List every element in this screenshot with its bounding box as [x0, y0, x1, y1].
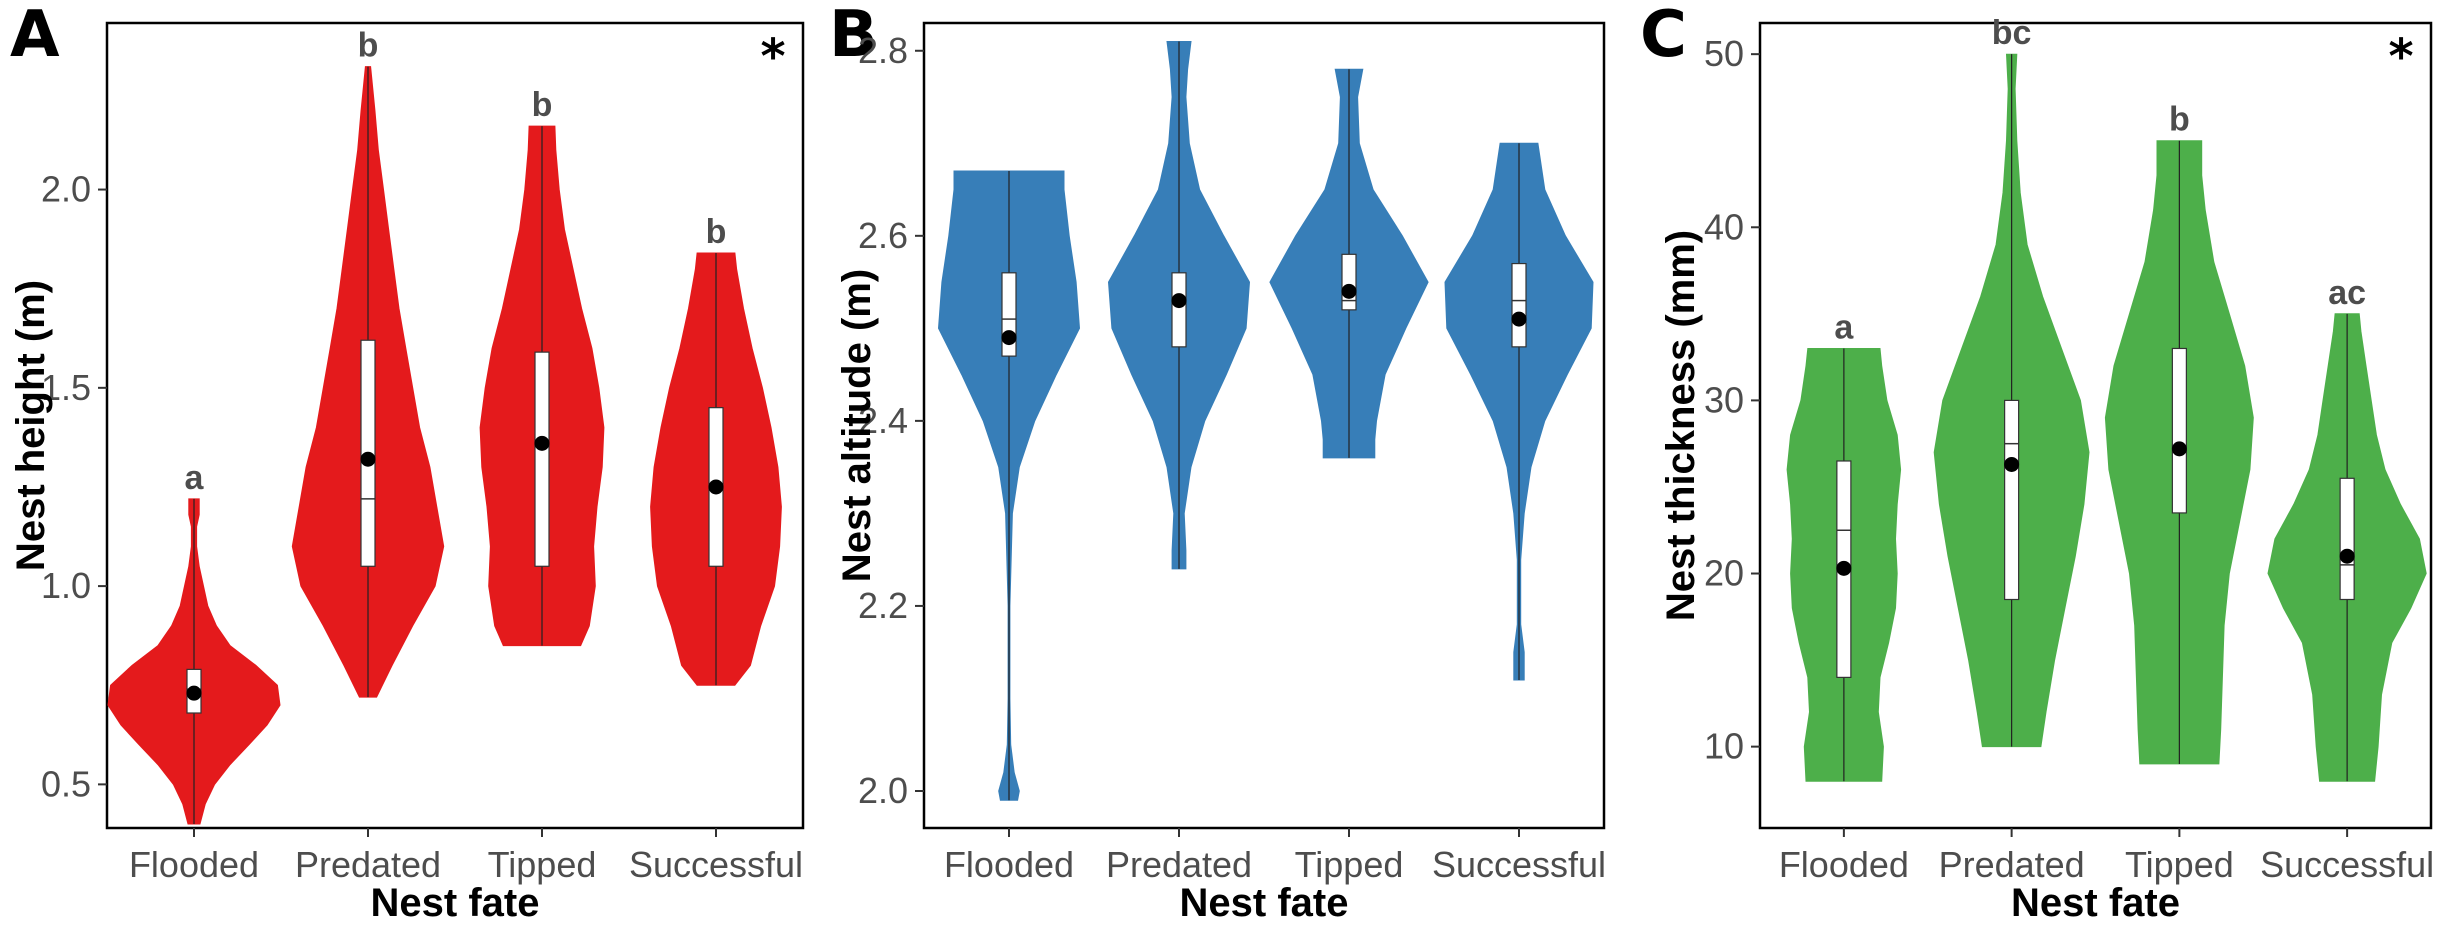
x-tick-label: Tipped — [488, 844, 597, 885]
y-tick-label: 2.4 — [858, 400, 908, 441]
iqr-box — [534, 351, 550, 567]
mean-point — [2339, 548, 2355, 564]
mean-point — [360, 451, 376, 467]
x-tick-label: Flooded — [129, 844, 259, 885]
panel-b: B 2.0 2.2 2.4 2.6 2.8 Nest altitude (m) Nest fa… — [829, 0, 1606, 925]
plot-frame — [105, 21, 805, 830]
iqr-box — [1341, 253, 1357, 311]
significance-letter: b — [2169, 101, 2190, 139]
panel-label: B — [829, 0, 878, 72]
significance-star: * — [760, 29, 785, 85]
iqr-box — [1171, 272, 1187, 348]
mean-point — [1836, 560, 1852, 576]
x-tick-label: Tipped — [2125, 844, 2234, 885]
y-tick-label: 10 — [1704, 726, 1744, 767]
y-tick-label: 2.2 — [858, 585, 908, 626]
x-tick-label: Flooded — [1779, 844, 1909, 885]
significance-letter: b — [706, 213, 727, 251]
mean-point — [186, 685, 202, 701]
mean-point — [2004, 456, 2020, 472]
mean-point — [1171, 293, 1187, 309]
y-tick-label: 20 — [1704, 553, 1744, 594]
y-tick-label: 0.5 — [41, 763, 91, 804]
significance-star: * — [2388, 29, 2413, 85]
panel-label: A — [10, 0, 60, 72]
x-tick-label: Successful — [629, 844, 803, 885]
mean-point — [708, 479, 724, 495]
x-tick-label: Predated — [1939, 844, 2085, 885]
iqr-box — [2004, 399, 2020, 601]
y-axis-title: Nest height (m) — [9, 280, 53, 571]
y-axis-title: Nest altitude (m) — [835, 269, 879, 582]
x-axis-title: Nest fate — [2011, 881, 2180, 925]
y-tick-label: 2.0 — [41, 169, 91, 210]
mean-point — [1001, 330, 1017, 346]
significance-letter: bc — [1992, 14, 2032, 52]
mean-point — [1511, 311, 1527, 327]
mean-point — [1341, 283, 1357, 299]
significance-letter: b — [358, 27, 379, 65]
x-tick-label: Flooded — [944, 844, 1074, 885]
panel-label: C — [1640, 0, 1687, 72]
x-tick-label: Successful — [2260, 844, 2434, 885]
y-tick-label: 50 — [1704, 33, 1744, 74]
significance-letter: b — [532, 86, 553, 124]
significance-letter: a — [1834, 308, 1854, 346]
y-tick-label: 1.5 — [41, 367, 91, 408]
y-tick-label: 2.0 — [858, 770, 908, 811]
x-axis-title: Nest fate — [371, 881, 540, 925]
mean-point — [2171, 441, 2187, 457]
x-axis-title: Nest fate — [1180, 881, 1349, 925]
significance-letter: ac — [2328, 274, 2366, 312]
y-tick-label: 30 — [1704, 379, 1744, 420]
mean-point — [534, 435, 550, 451]
x-tick-label: Predated — [295, 844, 441, 885]
x-tick-label: Predated — [1106, 844, 1252, 885]
iqr-box — [1511, 262, 1527, 348]
panel-c: C 10 20 30 40 50 Nest thickness (mm) Nest fate *… — [1640, 0, 2434, 925]
x-tick-label: Successful — [1432, 844, 1606, 885]
y-tick-label: 1.0 — [41, 565, 91, 606]
iqr-box — [2339, 477, 2355, 601]
iqr-box — [2171, 347, 2187, 514]
y-tick-label: 40 — [1704, 206, 1744, 247]
significance-letter: a — [185, 459, 205, 497]
plot-frame — [1758, 21, 2433, 830]
y-tick-label: 2.8 — [858, 30, 908, 71]
x-tick-label: Tipped — [1295, 844, 1404, 885]
panel-a: A 0.5 1.0 1.5 2.0 Nest height (m) Nest fate * Fl… — [9, 0, 805, 925]
plot-frame — [922, 21, 1606, 830]
y-axis-title: Nest thickness (mm) — [1659, 230, 1703, 621]
y-tick-label: 2.6 — [858, 215, 908, 256]
